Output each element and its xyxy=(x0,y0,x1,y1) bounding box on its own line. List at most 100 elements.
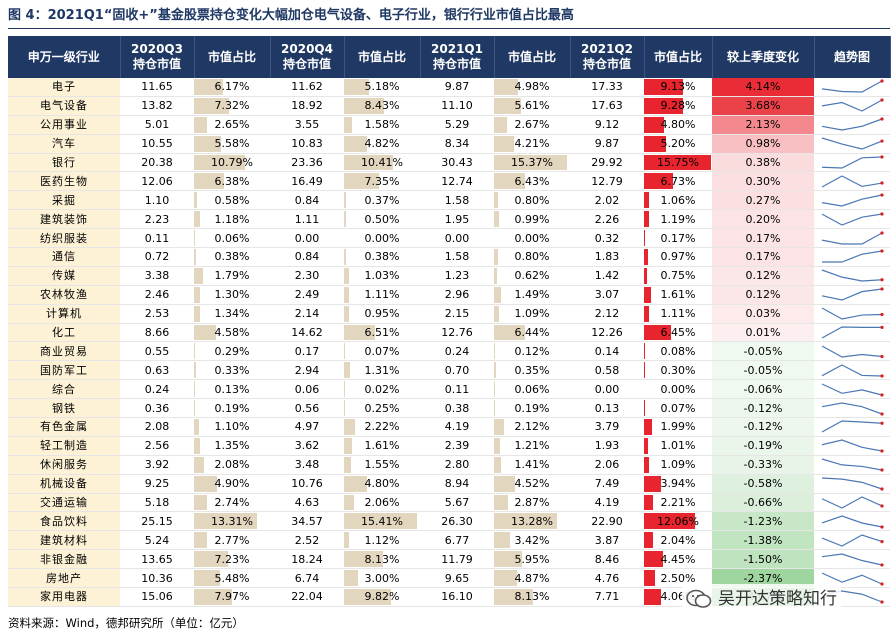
title-rule xyxy=(8,28,890,29)
q2-mv-cell: 2.26 xyxy=(570,209,644,230)
table-row: 商业贸易 0.55 0.29% 0.17 0.07% 0.24 0.12% 0.14 0.08%… xyxy=(8,341,890,362)
q3-pct-cell-bar xyxy=(194,211,200,228)
q4-pct-cell-bar xyxy=(344,589,391,605)
q3-pct-cell-bar xyxy=(194,381,195,398)
q3-mv-cell: 5.18 xyxy=(120,493,194,513)
trend-sparkline xyxy=(821,155,884,169)
q2-pct-cell-bar xyxy=(644,230,645,247)
holdings-table: 申万一级行业 2020Q3 持仓市值 市值占比 2020Q4 持仓市值 市值占比 2… xyxy=(8,36,891,607)
q2-pct-cell-value: 0.08% xyxy=(660,344,696,358)
change-cell: -0.58% xyxy=(712,474,814,494)
q1-mv-cell: 9.65 xyxy=(420,568,494,589)
q3-pct-cell-bar xyxy=(194,570,221,587)
q4-mv-cell: 18.92 xyxy=(270,96,344,116)
q1-pct-cell-value: 2.87% xyxy=(514,496,550,510)
q4-pct-cell-value: 4.80% xyxy=(364,477,400,491)
header-q3-pct: 市值占比 xyxy=(194,36,271,78)
q3-pct-cell: 2.77% xyxy=(194,530,270,551)
q1-mv-cell: 0.11 xyxy=(420,379,494,400)
q2-pct-cell-bar xyxy=(644,456,649,473)
industry-name: 房地产 xyxy=(8,568,120,589)
trend-line xyxy=(821,232,883,245)
q2-pct-cell-bar xyxy=(644,513,696,530)
q4-pct-cell: 0.02% xyxy=(344,379,420,400)
q1-pct-cell: 2.67% xyxy=(494,115,570,135)
q2-pct-cell-bar xyxy=(644,97,684,114)
trend-last-point xyxy=(880,354,884,359)
q4-pct-cell: 1.31% xyxy=(344,360,420,381)
change-cell: -1.50% xyxy=(712,549,814,570)
change-shade xyxy=(712,474,814,493)
trend-last-point xyxy=(880,504,884,508)
trend-cell xyxy=(814,285,890,305)
q4-pct-cell: 1.11% xyxy=(344,285,420,305)
q1-pct-cell-value: 0.80% xyxy=(514,193,550,207)
q1-mv-cell: 2.96 xyxy=(420,285,494,305)
trend-sparkline xyxy=(821,212,884,226)
change-value: -0.19% xyxy=(743,439,783,453)
q3-pct-cell: 0.58% xyxy=(194,190,270,211)
q4-pct-cell: 0.25% xyxy=(344,398,420,419)
q3-mv-cell: 2.56 xyxy=(120,436,194,456)
industry-name: 综合 xyxy=(8,379,120,400)
q4-pct-cell: 4.80% xyxy=(344,474,420,494)
q4-pct-cell: 0.37% xyxy=(344,190,420,211)
q3-pct-cell-value: 7.32% xyxy=(214,99,250,113)
q2-pct-cell-value: 6.73% xyxy=(660,174,696,188)
trend-cell xyxy=(814,323,890,343)
q4-pct-cell-value: 2.06% xyxy=(364,496,400,510)
change-shade xyxy=(712,550,814,568)
trend-cell xyxy=(814,115,890,135)
q1-pct-cell-value: 0.19% xyxy=(514,401,550,415)
change-value: -2.37% xyxy=(743,571,783,585)
q4-mv-cell: 4.97 xyxy=(270,417,344,437)
q3-mv-cell: 0.24 xyxy=(120,379,194,400)
table-row: 采掘 1.10 0.58% 0.84 0.37% 1.58 0.80% 2.02 1.06% 0.… xyxy=(8,190,890,211)
q3-pct-cell: 7.97% xyxy=(194,587,270,607)
trend-sparkline xyxy=(821,137,884,150)
change-shade xyxy=(712,134,814,153)
trend-sparkline xyxy=(821,345,884,359)
q2-pct-cell-value: 5.20% xyxy=(660,137,696,151)
change-cell: 0.27% xyxy=(712,190,814,211)
header-row: 申万一级行业 2020Q3 持仓市值 市值占比 2020Q4 持仓市值 市值占比 2… xyxy=(8,36,891,78)
q4-pct-cell-value: 0.37% xyxy=(364,193,400,207)
q1-mv-cell: 5.29 xyxy=(420,115,494,135)
q1-pct-cell-bar xyxy=(494,192,498,209)
change-cell: -0.66% xyxy=(712,493,814,513)
q4-mv-cell: 0.84 xyxy=(270,190,344,211)
q4-pct-cell: 1.12% xyxy=(344,530,420,551)
q3-pct-cell: 0.29% xyxy=(194,341,270,362)
trend-line xyxy=(821,345,883,358)
q4-pct-cell: 0.50% xyxy=(344,209,420,230)
q4-pct-cell-bar xyxy=(344,570,359,587)
trend-line xyxy=(821,496,883,509)
q2-pct-cell-value: 0.75% xyxy=(660,269,696,283)
industry-name: 建筑材料 xyxy=(8,530,120,551)
q3-mv-cell: 2.23 xyxy=(120,209,194,230)
q4-pct-cell: 0.00% xyxy=(344,228,420,249)
change-value: 0.27% xyxy=(745,193,781,207)
q3-pct-cell-value: 2.08% xyxy=(214,458,250,472)
q4-mv-cell: 18.24 xyxy=(270,549,344,570)
q1-pct-cell-bar xyxy=(494,97,521,114)
q1-pct-cell-bar xyxy=(494,211,499,228)
q2-pct-cell-bar xyxy=(644,249,649,265)
q4-mv-cell: 3.55 xyxy=(270,115,344,135)
q4-mv-cell: 3.48 xyxy=(270,455,344,475)
q4-pct-cell: 6.51% xyxy=(344,323,420,343)
change-value: -1.38% xyxy=(743,533,783,547)
change-cell: 0.12% xyxy=(712,285,814,305)
change-shade xyxy=(712,342,814,360)
table-row: 交通运输 5.18 2.74% 4.63 2.06% 5.67 2.87% 4.19 2.21%… xyxy=(8,493,890,513)
q1-mv-cell: 11.10 xyxy=(420,96,494,116)
trend-last-point xyxy=(880,287,884,291)
q4-pct-cell-value: 0.50% xyxy=(364,212,400,226)
q3-pct-cell: 10.79% xyxy=(194,153,270,173)
q1-pct-cell-bar xyxy=(494,324,525,341)
q3-mv-cell: 0.36 xyxy=(120,398,194,419)
trend-cell xyxy=(814,247,890,267)
change-shade xyxy=(712,436,814,455)
q3-pct-cell-bar xyxy=(194,589,232,605)
industry-name: 电气设备 xyxy=(8,96,120,116)
